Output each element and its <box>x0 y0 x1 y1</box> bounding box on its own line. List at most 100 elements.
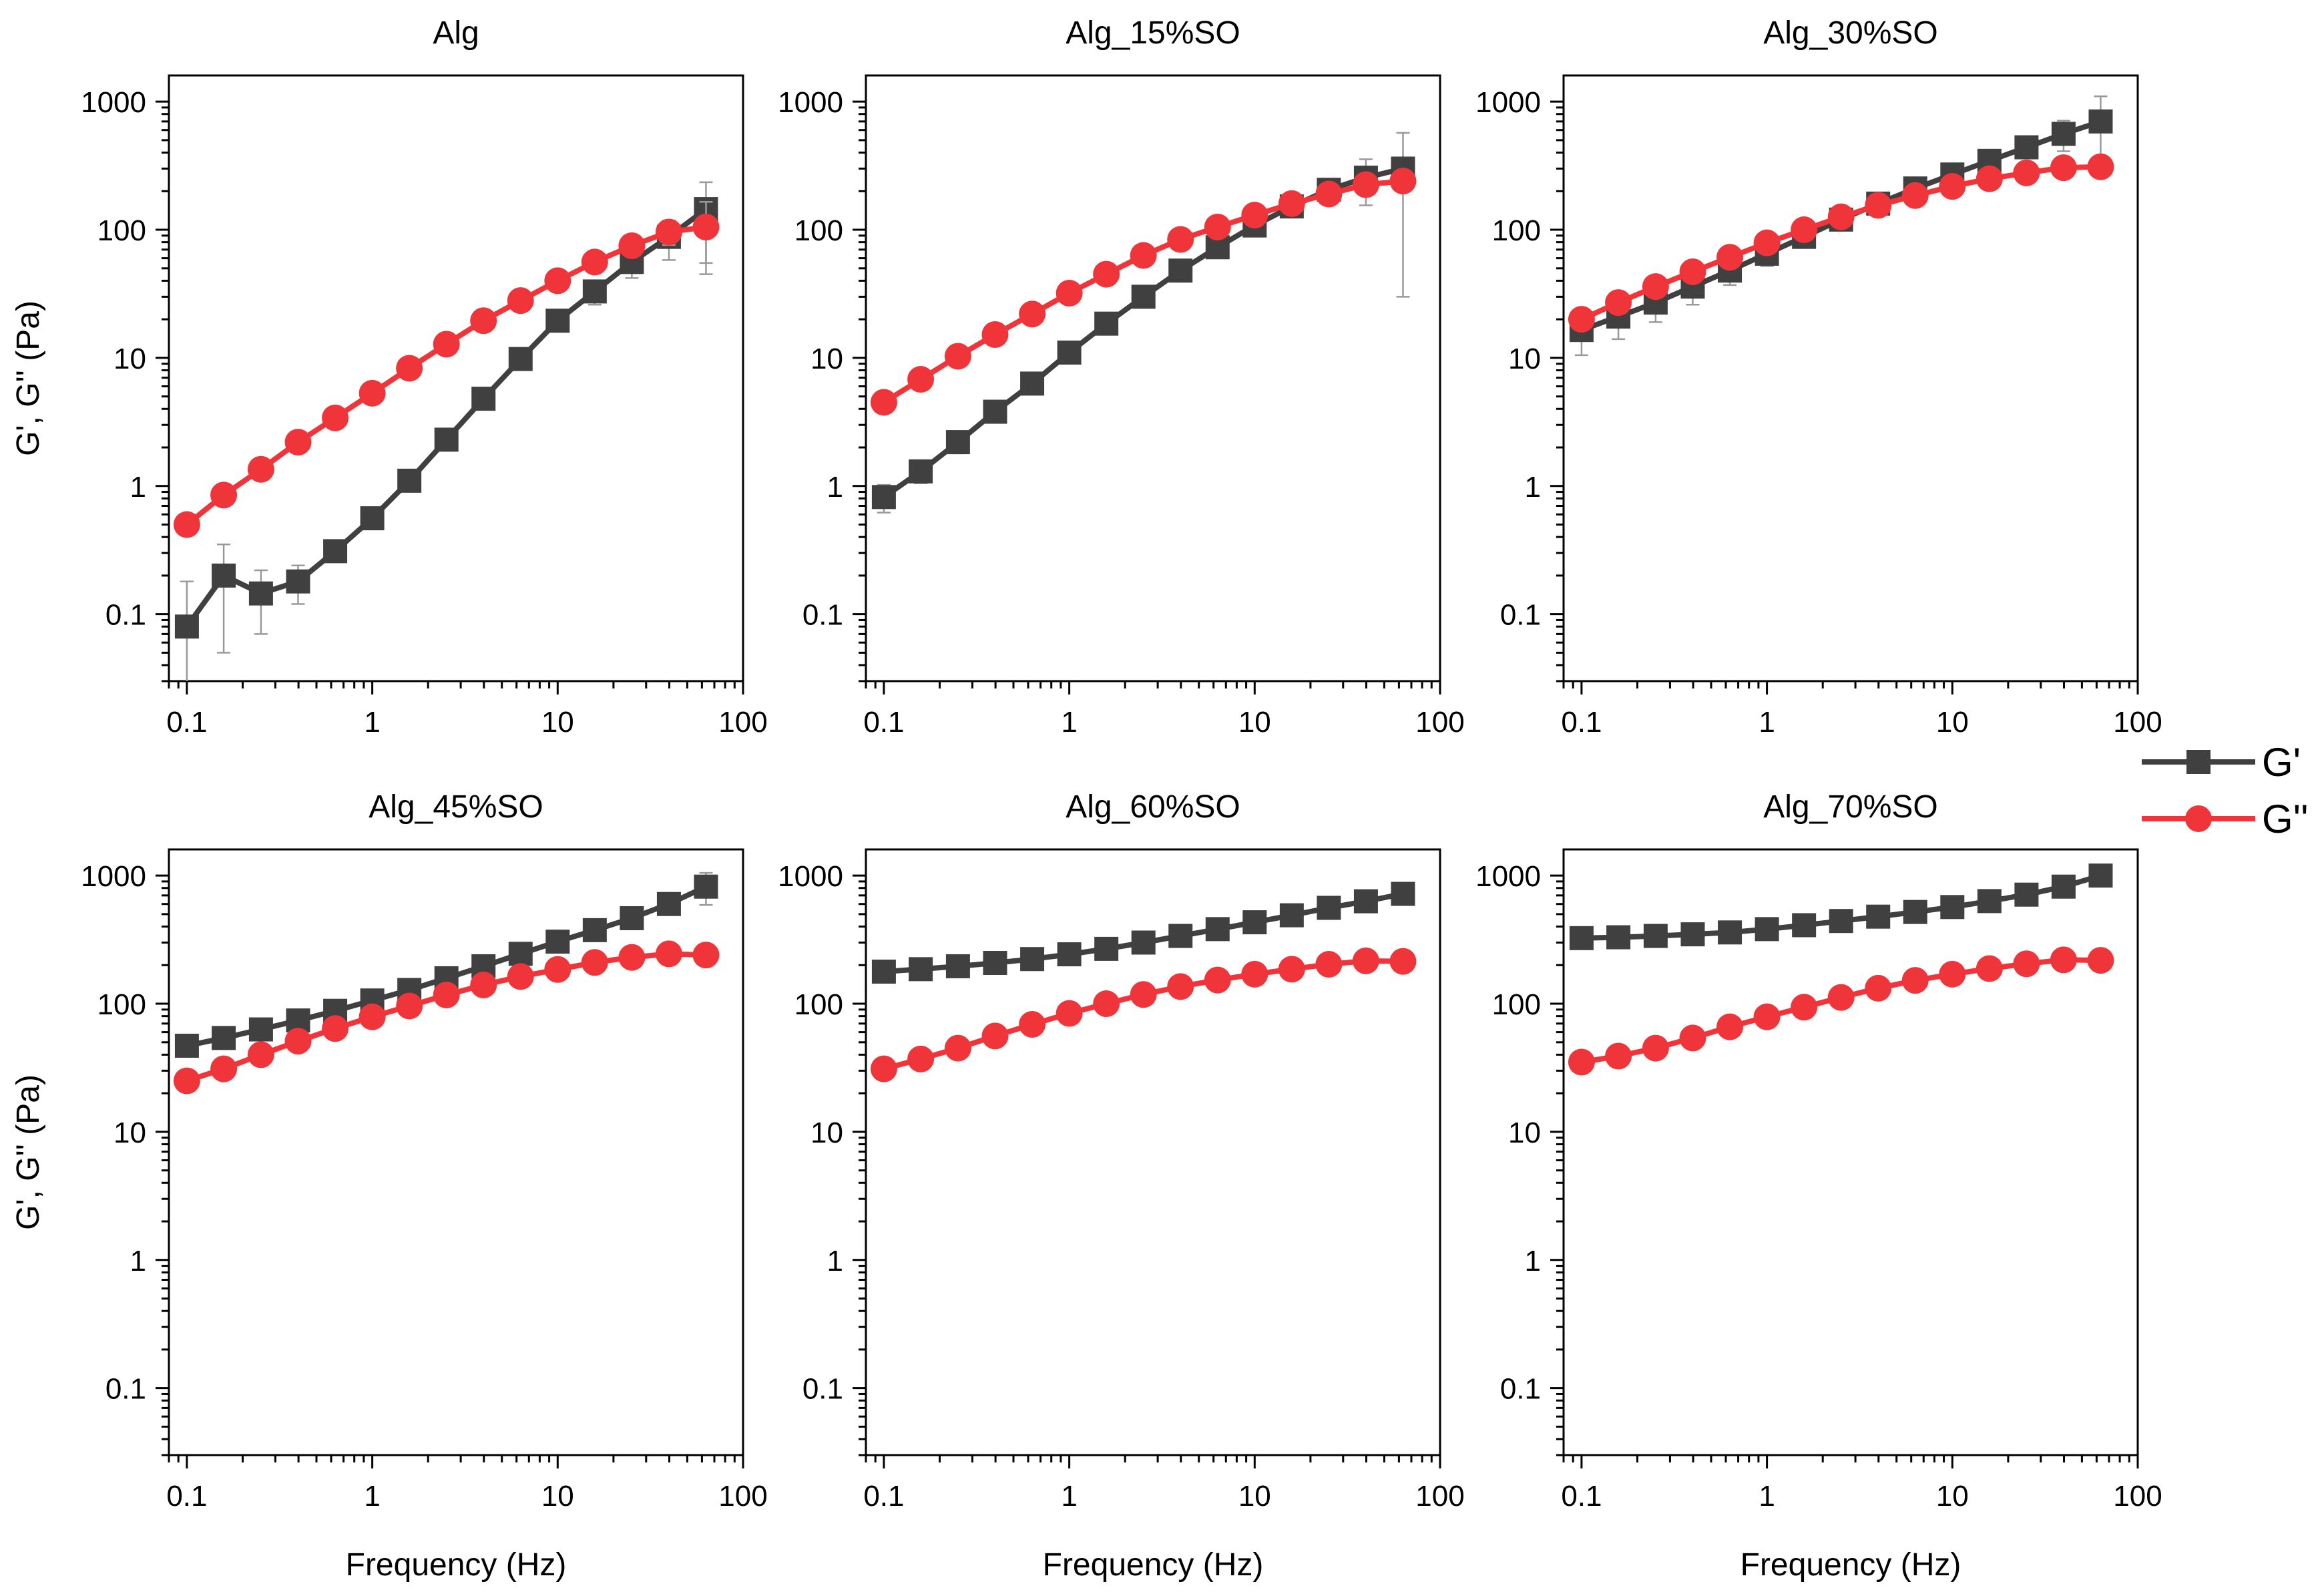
data-point-square <box>2051 122 2076 146</box>
y-tick-label: 0.1 <box>105 1373 146 1406</box>
data-point-square <box>508 942 533 966</box>
x-tick-label: 10 <box>541 1480 574 1513</box>
y-tick-label: 0.1 <box>105 599 146 632</box>
data-point-circle <box>1791 994 1818 1021</box>
data-point-square <box>1094 936 1119 961</box>
data-point-circle <box>1315 951 1343 978</box>
data-point-circle <box>1939 173 1966 200</box>
x-axis-label: Frequency (Hz) <box>1740 1547 1961 1583</box>
data-point-circle <box>1093 260 1120 288</box>
data-point-square <box>1718 920 1742 945</box>
x-tick-label: 100 <box>2113 1480 2162 1513</box>
y-tick-label: 0.1 <box>802 1373 843 1406</box>
data-point-square <box>582 918 607 942</box>
data-point-circle <box>322 1015 349 1042</box>
data-point-circle <box>507 963 534 990</box>
y-tick-label: 1000 <box>1475 86 1541 119</box>
data-point-square <box>1057 942 1082 967</box>
data-point-circle <box>1939 960 1966 988</box>
data-point-square <box>1606 925 1631 950</box>
x-tick-label: 0.1 <box>1561 706 1602 739</box>
data-point-circle <box>284 429 312 456</box>
x-tick-label: 1 <box>364 706 380 739</box>
data-point-circle <box>944 343 971 370</box>
x-tick-label: 10 <box>1238 1480 1271 1513</box>
chart-title: Alg_60%SO <box>1066 789 1240 825</box>
y-tick-label: 100 <box>97 988 146 1021</box>
y-tick-label: 100 <box>1492 214 1541 247</box>
x-tick-label: 100 <box>718 1480 767 1513</box>
data-point-circle <box>2050 946 2077 974</box>
data-point-square <box>174 614 199 639</box>
data-point-circle <box>981 321 1009 349</box>
y-tick-label: 100 <box>1492 988 1541 1021</box>
data-point-circle <box>1093 990 1120 1018</box>
data-point-square <box>508 347 533 371</box>
data-point-circle <box>173 511 200 538</box>
series-g-prime <box>174 871 718 1058</box>
data-point-circle <box>1130 981 1157 1008</box>
data-point-square <box>212 563 236 588</box>
data-point-square <box>1279 903 1304 928</box>
data-point-circle <box>1204 966 1231 994</box>
data-point-circle <box>1389 168 1417 195</box>
y-tick-label: 10 <box>113 343 146 375</box>
data-point-circle <box>1352 171 1379 198</box>
data-point-square <box>1168 258 1193 283</box>
data-point-circle <box>1278 190 1305 217</box>
y-tick-label: 1 <box>130 1245 146 1277</box>
data-point-square <box>248 1017 273 1042</box>
data-point-circle <box>1753 1003 1781 1030</box>
data-point-square <box>694 874 718 899</box>
data-point-circle <box>1389 948 1417 975</box>
data-point-square <box>945 430 970 455</box>
data-point-circle <box>1679 258 1706 285</box>
data-point-square <box>1391 881 1415 906</box>
series-g-double-prime <box>1568 946 2114 1076</box>
x-tick-label: 0.1 <box>863 706 904 739</box>
data-point-circle <box>210 481 238 509</box>
y-tick-label: 10 <box>113 1117 146 1149</box>
data-point-circle <box>1901 182 1929 209</box>
data-point-circle <box>2050 154 2077 182</box>
data-point-circle <box>1167 226 1194 253</box>
y-tick-label: 1 <box>1525 1245 1541 1277</box>
data-point-square <box>1131 930 1156 955</box>
y-tick-label: 1000 <box>778 86 843 119</box>
data-point-circle <box>2087 153 2114 180</box>
data-point-circle <box>870 1055 897 1082</box>
data-point-circle <box>433 981 460 1008</box>
x-tick-label: 1 <box>1759 1480 1775 1513</box>
y-tick-label: 10 <box>1508 343 1541 375</box>
data-point-square <box>1317 895 1341 920</box>
data-point-square <box>174 1033 199 1058</box>
data-point-circle <box>1568 306 1595 333</box>
data-point-circle <box>581 248 608 276</box>
x-tick-label: 0.1 <box>1561 1480 1602 1513</box>
data-point-square <box>1094 311 1119 336</box>
series-g-prime <box>174 181 718 681</box>
data-point-square <box>945 954 970 978</box>
y-tick-label: 10 <box>1508 1117 1541 1149</box>
x-tick-label: 0.1 <box>863 1480 904 1513</box>
x-tick-label: 100 <box>2113 706 2162 739</box>
y-tick-label: 1 <box>1525 471 1541 504</box>
series-g-prime <box>871 881 1415 984</box>
y-tick-label: 1000 <box>81 860 146 893</box>
data-point-square <box>2014 882 2039 907</box>
data-point-circle <box>1278 956 1305 983</box>
data-point-square <box>656 891 681 916</box>
data-point-circle <box>581 949 608 976</box>
x-tick-label: 10 <box>1238 706 1271 739</box>
y-tick-label: 1 <box>130 471 146 504</box>
data-point-circle <box>870 389 897 416</box>
data-point-circle <box>1605 1042 1632 1070</box>
data-point-circle <box>1642 273 1669 301</box>
data-point-square <box>1680 922 1705 947</box>
data-point-circle <box>1167 973 1194 1000</box>
x-axis-label: Frequency (Hz) <box>1043 1547 1264 1583</box>
data-point-square <box>2088 109 2113 134</box>
y-tick-label: 10 <box>810 1117 843 1149</box>
